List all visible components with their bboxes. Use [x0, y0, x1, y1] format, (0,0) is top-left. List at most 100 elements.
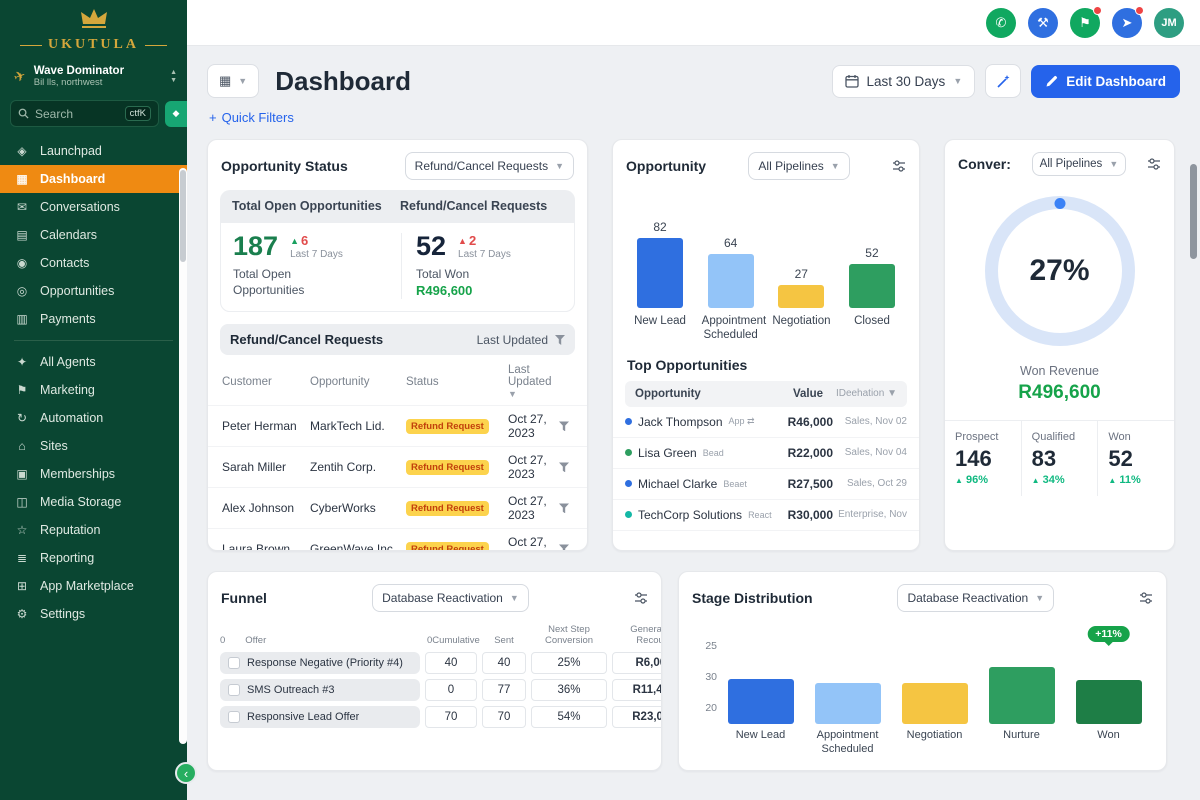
checkbox[interactable]: [228, 684, 240, 696]
sidebar-item-dashboard[interactable]: ▦Dashboard: [0, 165, 187, 193]
bar-negotiation: [778, 285, 824, 308]
top-opportunity-row[interactable]: Jack ThompsonApp ⇄ R46,000 Sales, Nov 02: [613, 407, 919, 438]
top-opportunities-title: Top Opportunities: [613, 343, 919, 381]
sidebar-item-settings[interactable]: ⚙Settings: [0, 600, 187, 628]
sidebar-item-label: Contacts: [40, 256, 89, 270]
stat-period: Last 7 Days: [458, 249, 511, 260]
row-filter-icon[interactable]: [559, 462, 569, 472]
y-axis-labels: 25 30 20: [693, 624, 717, 724]
funnel-step[interactable]: Responsive Lead Offer: [220, 706, 420, 728]
quick-filters-link[interactable]: + Quick Filters: [209, 110, 294, 125]
column-opportunity[interactable]: Opportunity: [310, 376, 406, 388]
status-summary-panel: Total Open Opportunities Refund/Cancel R…: [220, 190, 575, 312]
launchpad-icon: ◈: [14, 144, 30, 158]
column-opportunity[interactable]: Opportunity: [635, 388, 765, 400]
card-title: Opportunity Status: [221, 158, 348, 174]
bar-label: Won: [1066, 729, 1152, 757]
row-filter-icon[interactable]: [559, 503, 569, 513]
date-range-button[interactable]: Last 30 Days ▼: [832, 65, 976, 98]
sliders-icon: [892, 159, 906, 173]
funnel-settings-button[interactable]: [634, 591, 648, 605]
sidebar-item-reporting[interactable]: ≣Reporting: [0, 544, 187, 572]
stage-settings-button[interactable]: [1139, 591, 1153, 605]
pencil-icon: [1045, 75, 1058, 88]
sidebar-item-media-storage[interactable]: ◫Media Storage: [0, 488, 187, 516]
edit-dashboard-button[interactable]: Edit Dashboard: [1031, 65, 1180, 98]
sidebar-item-label: Sites: [40, 439, 68, 453]
announcements-button[interactable]: ⚑: [1070, 8, 1100, 38]
row-filter-icon[interactable]: [559, 421, 569, 431]
column-sort[interactable]: IDeehation ▼: [823, 388, 897, 399]
page-header: ▦▼ Dashboard Last 30 Days ▼: [207, 64, 1180, 98]
opportunity-value: R46,000: [775, 415, 833, 429]
opportunity-settings-button[interactable]: [892, 159, 906, 173]
funnel-filter-select[interactable]: Database Reactivation ▼: [372, 584, 529, 612]
column-last-updated[interactable]: Last Updated ▼: [508, 364, 559, 400]
refund-row[interactable]: Sarah Miller Zentih Corp. Refund Request…: [208, 446, 587, 487]
edit-dashboard-label: Edit Dashboard: [1066, 74, 1166, 89]
checkbox[interactable]: [228, 711, 240, 723]
sidebar-item-opportunities[interactable]: ◎Opportunities: [0, 277, 187, 305]
sidebar-item-reputation[interactable]: ☆Reputation: [0, 516, 187, 544]
opportunity-pipeline-select[interactable]: All Pipelines ▼: [748, 152, 849, 180]
sidebar-item-payments[interactable]: ▥Payments: [0, 305, 187, 333]
topbar: ✆ ⚒ ⚑ ➤ JM: [187, 0, 1200, 46]
sidebar-item-all-agents[interactable]: ✦All Agents: [0, 348, 187, 376]
tools-button[interactable]: ⚒: [1028, 8, 1058, 38]
top-opportunity-row[interactable]: Lisa GreenBead R22,000 Sales, Nov 04: [613, 438, 919, 469]
refund-row[interactable]: Alex Johnson CyberWorks Refund Request O…: [208, 487, 587, 528]
bar-chart-labels: New Lead Appointment Scheduled Negotiati…: [613, 308, 919, 343]
checkbox[interactable]: [228, 657, 240, 669]
refund-row[interactable]: Peter Herman MarkTech Lid. Refund Reques…: [208, 405, 587, 446]
share-button[interactable]: ➤: [1112, 8, 1142, 38]
stat-delta: 96%: [966, 474, 988, 486]
automation-icon: ↻: [14, 411, 30, 425]
search-input[interactable]: [35, 107, 119, 121]
column-value[interactable]: Value: [765, 388, 823, 400]
y-axis-tick: 20: [705, 702, 717, 714]
sidebar-item-conversations[interactable]: ✉Conversations: [0, 193, 187, 221]
dashboard-layout-button[interactable]: ▦▼: [207, 64, 259, 98]
column-customer[interactable]: Customer: [222, 376, 310, 388]
grid-icon: ▦: [219, 73, 231, 89]
stage-bar-chart: 25 30 20 +11%: [679, 622, 1166, 724]
phone-button[interactable]: ✆: [986, 8, 1016, 38]
bar-label: New Lead: [631, 314, 689, 343]
top-opportunity-row[interactable]: Michael ClarkeBeaet R27,500 Sales, Oct 2…: [613, 469, 919, 500]
column-status[interactable]: Status: [406, 376, 508, 388]
refund-table-sort[interactable]: Last Updated: [477, 333, 565, 347]
funnel-step[interactable]: Response Negative (Priority #4): [220, 652, 420, 674]
refund-row[interactable]: Laura Brown GreenWave Inc. Refund Reques…: [208, 528, 587, 551]
sidebar-scrollbar[interactable]: [179, 168, 187, 744]
magic-wand-button[interactable]: [985, 64, 1021, 98]
row-filter-icon[interactable]: [559, 544, 569, 551]
sidebar-item-launchpad[interactable]: ◈Launchpad: [0, 137, 187, 165]
sidebar-pin-button[interactable]: ◆: [165, 101, 187, 127]
conversion-pipeline-select[interactable]: All Pipelines ▼: [1032, 152, 1127, 176]
opportunity-tag: App ⇄: [729, 416, 755, 427]
sidebar-collapse-button[interactable]: ‹: [175, 762, 197, 784]
bar-value: 64: [724, 236, 737, 250]
cell-updated: Oct 27, 2023: [508, 412, 559, 440]
sidebar-item-app-marketplace[interactable]: ⊞App Marketplace: [0, 572, 187, 600]
top-opportunity-row[interactable]: TechCorp SolutionsReact R30,000 Enterpri…: [613, 500, 919, 531]
status-badge: Refund Request: [406, 501, 489, 516]
opportunity-name: TechCorp Solutions: [638, 508, 742, 522]
opportunity-status-filter-select[interactable]: Refund/Cancel Requests ▼: [405, 152, 574, 180]
y-axis-tick: 30: [705, 671, 717, 683]
avatar[interactable]: JM: [1154, 8, 1184, 38]
funnel-step[interactable]: SMS Outreach #3: [220, 679, 420, 701]
sidebar-item-marketing[interactable]: ⚑Marketing: [0, 376, 187, 404]
stage-filter-select[interactable]: Database Reactivation ▼: [897, 584, 1054, 612]
sidebar-search[interactable]: ctfK: [10, 100, 159, 127]
sidebar-item-automation[interactable]: ↻Automation: [0, 404, 187, 432]
sidebar-item-calendars[interactable]: ▤Calendars: [0, 221, 187, 249]
stat-value: 146: [955, 446, 1017, 472]
sidebar-item-contacts[interactable]: ◉Contacts: [0, 249, 187, 277]
account-switcher[interactable]: ✈ Wave Dominator Bil lls, northwest ▲▼: [0, 57, 187, 94]
conversion-settings-button[interactable]: [1147, 157, 1161, 171]
app-marketplace-icon: ⊞: [14, 579, 30, 593]
sidebar-item-sites[interactable]: ⌂Sites: [0, 432, 187, 460]
main-scrollbar-thumb[interactable]: [1190, 164, 1197, 259]
sidebar-item-memberships[interactable]: ▣Memberships: [0, 460, 187, 488]
